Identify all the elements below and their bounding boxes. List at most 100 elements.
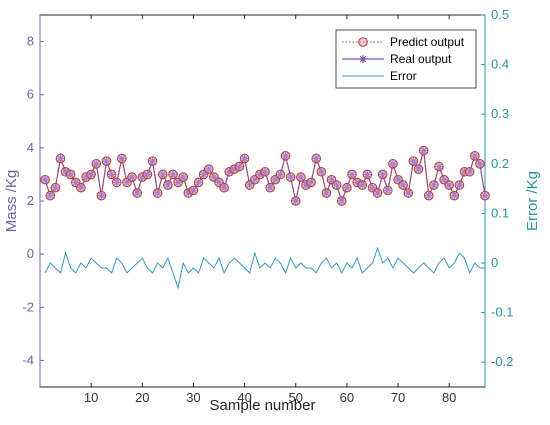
axes: 10 20 30 40 50 60 70 80 -4 -2 0 2 4 6 8 -0.2 -0.1 0 0.1 0.2… (22, 7, 513, 405)
predict-output-point (429, 180, 439, 190)
predict-output-point (362, 169, 373, 180)
y-left-tick-label: 8 (27, 34, 34, 49)
predict-output-point (111, 177, 122, 188)
error-series-line (44, 246, 485, 290)
x-tick-label: 50 (289, 390, 303, 405)
predict-output-point (403, 188, 414, 198)
y-axis-left-label: Mass /Kg (3, 170, 20, 233)
predict-output-point (45, 190, 56, 201)
predict-output-point (168, 169, 178, 180)
predict-output-point (193, 177, 204, 188)
predict-output-point (142, 169, 153, 180)
x-tick-label: 70 (391, 390, 405, 405)
y-right-tick-label: 0.5 (491, 7, 509, 22)
predict-output-point (423, 190, 434, 201)
predict-output-point (444, 180, 454, 190)
predict-output-point (219, 182, 229, 193)
predict-output-point (377, 169, 388, 180)
predict-output-point (280, 151, 291, 161)
x-tick-label: 40 (237, 390, 251, 405)
y-left-tick-label: 2 (27, 193, 34, 208)
y-right-tick-label: 0.4 (491, 57, 509, 72)
predict-output-point (117, 153, 127, 164)
predict-output-point (311, 153, 322, 164)
predict-output-point (296, 172, 306, 182)
predict-output-point (454, 180, 465, 190)
predict-output-point (316, 166, 327, 177)
y-right-tick-label: -0.2 (491, 354, 513, 369)
y-left-tick-label: -2 (22, 299, 34, 314)
y-right-tick-label: 0.1 (491, 205, 509, 220)
predict-output-point (96, 190, 107, 201)
predict-output-point (336, 196, 347, 206)
y-left-tick-label: 0 (27, 246, 34, 261)
predict-output-point (152, 188, 163, 198)
legend-entry-predict: Predict output (390, 35, 465, 49)
predict-output-point (132, 188, 142, 198)
legend-real-marker (359, 55, 367, 63)
y-right-tick-label: 0 (491, 255, 498, 270)
predict-output-point (178, 172, 189, 182)
legend-entry-error: Error (390, 69, 417, 83)
predict-output-point (290, 196, 301, 206)
predict-output-point (239, 153, 250, 164)
x-tick-label: 20 (135, 390, 149, 405)
y-right-tick-label: 0.3 (491, 106, 509, 121)
y-axis-right-label: Error /Kg (524, 171, 541, 231)
y-right-tick-label: -0.1 (491, 305, 513, 320)
x-tick-label: 10 (84, 390, 98, 405)
predict-output-point (331, 180, 342, 190)
y-left-tick-label: 4 (27, 140, 34, 155)
predict-output-point (480, 190, 490, 201)
predict-output-point (40, 174, 50, 185)
mass-series-layer (40, 145, 490, 206)
predict-output-point (188, 185, 199, 196)
predict-output-point (50, 182, 61, 193)
predict-output-point (464, 166, 475, 177)
x-tick-label: 30 (186, 390, 200, 405)
predict-output-point (260, 166, 270, 177)
x-tick-label: 60 (340, 390, 354, 405)
legend-predict-marker (358, 37, 368, 47)
predict-output-point (413, 164, 424, 174)
error-series-layer (44, 246, 485, 290)
predict-output-point (408, 156, 419, 166)
predict-output-point (147, 156, 158, 166)
predict-output-point (157, 169, 168, 180)
predict-output-point (76, 182, 86, 193)
x-tick-label: 80 (442, 390, 456, 405)
predict-output-point (475, 159, 485, 169)
predict-output-point (55, 153, 66, 164)
predict-output-point (372, 188, 383, 198)
predict-output-line (44, 150, 486, 203)
predict-output-point (418, 145, 429, 156)
y-right-tick-label: 0.2 (491, 156, 509, 171)
predict-output-point (127, 172, 137, 182)
y-left-tick-label: 6 (27, 87, 34, 102)
predict-output-point (449, 190, 460, 201)
y-left-tick-label: -4 (22, 352, 34, 367)
predict-output-point (306, 177, 316, 188)
x-axis-label: Sample number (210, 397, 316, 414)
predict-output-point (106, 169, 117, 180)
predict-output-point (163, 180, 173, 190)
predict-output-point (321, 188, 332, 198)
predict-output-point (203, 164, 214, 174)
predict-output-point (91, 159, 102, 169)
predict-output-point (347, 169, 357, 180)
predict-output-point (469, 151, 480, 161)
predict-output-point (234, 161, 245, 172)
predict-output-point (342, 182, 352, 193)
legend: Predict output Real output Error (335, 29, 477, 89)
predict-output-point (265, 182, 275, 193)
predict-output-point (86, 169, 96, 180)
predict-output-point (398, 180, 408, 190)
predict-output-point (65, 169, 76, 180)
legend-entry-real: Real output (390, 52, 452, 66)
predict-output-point (285, 172, 296, 182)
predict-output-point (388, 159, 398, 169)
predict-output-point (275, 169, 286, 180)
predict-output-point (357, 180, 368, 190)
predict-output-point (101, 156, 112, 166)
